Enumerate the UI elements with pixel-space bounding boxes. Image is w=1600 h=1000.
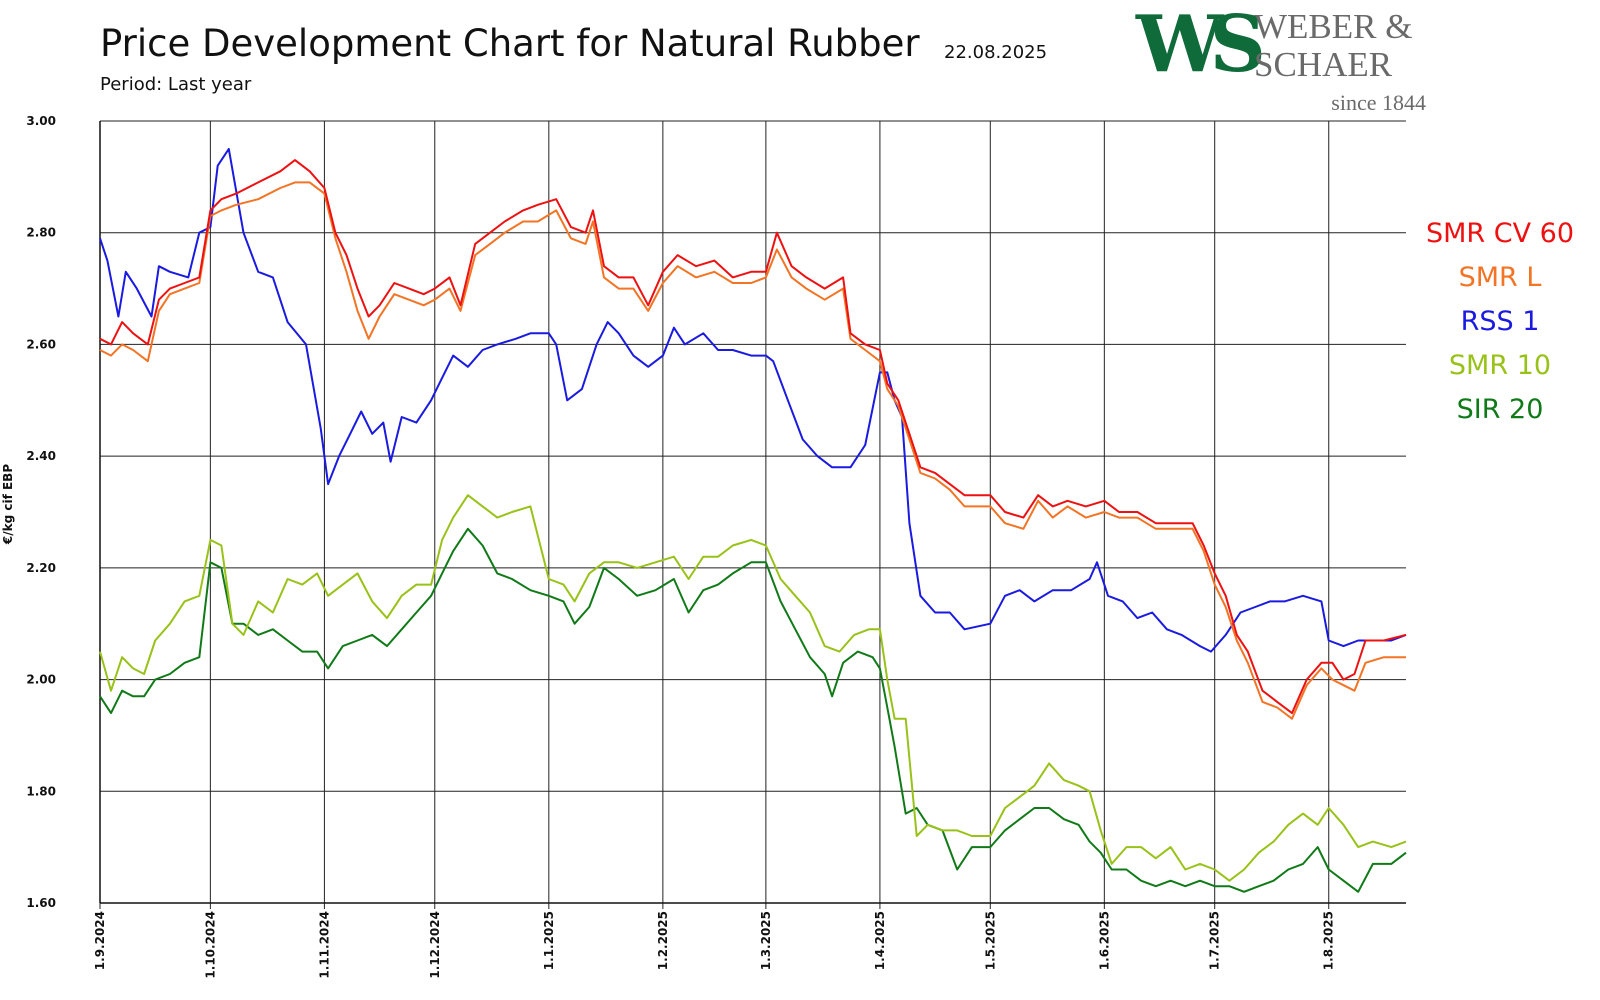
- y-tick-label: 1.60: [26, 896, 56, 910]
- chart-date: 22.08.2025: [944, 42, 1048, 63]
- chart-grid: [99, 120, 1406, 909]
- chart-period: Period: Last year: [100, 74, 252, 95]
- y-tick-label: 2.00: [26, 673, 56, 687]
- x-tick-label: 1.12.2024: [428, 911, 442, 979]
- legend-item-sir-20: SIR 20: [1456, 394, 1544, 425]
- series-line-smr-cv-60: [99, 159, 1407, 715]
- y-tick-label: 3.00: [26, 114, 56, 128]
- series-lines: [99, 147, 1407, 893]
- x-tick-label: 1.9.2024: [93, 911, 107, 970]
- legend-item-smr-cv-60: SMR CV 60: [1425, 218, 1575, 249]
- x-axis-tick-labels: 1.9.2024 1.10.2024 1.11.2024 1.12.2024 1.1.2…: [93, 911, 1336, 979]
- x-tick-label: 1.5.2025: [983, 911, 997, 970]
- logo-since: since 1844: [1331, 90, 1426, 115]
- y-tick-label: 2.60: [26, 337, 56, 351]
- logo-name: WEBER & SCHAER: [1254, 7, 1413, 84]
- x-tick-label: 1.3.2025: [759, 911, 773, 970]
- series-line-sir-20: [99, 527, 1407, 893]
- legend-item-rss-1: RSS 1: [1460, 306, 1540, 337]
- series-line-smr-10: [99, 494, 1407, 882]
- x-tick-label: 1.7.2025: [1208, 911, 1222, 970]
- x-tick-label: 1.11.2024: [317, 911, 331, 979]
- x-tick-label: 1.4.2025: [873, 911, 887, 970]
- series-line-rss-1: [99, 147, 1407, 653]
- y-tick-label: 2.40: [26, 449, 56, 463]
- y-axis-tick-labels: 1.60 1.80 2.00 2.20 2.40 2.60 2.80 3.00: [26, 114, 56, 910]
- x-tick-label: 1.8.2025: [1322, 911, 1336, 970]
- x-tick-label: 1.10.2024: [203, 911, 217, 979]
- y-tick-label: 2.80: [26, 226, 56, 240]
- x-tick-label: 1.2.2025: [656, 911, 670, 970]
- legend-item-smr-10: SMR 10: [1448, 350, 1552, 381]
- y-tick-label: 1.80: [26, 784, 56, 798]
- legend-item-smr-l: SMR L: [1458, 262, 1542, 293]
- x-tick-label: 1.1.2025: [542, 911, 556, 970]
- logo-mark: WS: [1136, 0, 1266, 90]
- series-line-smr-l: [99, 181, 1406, 720]
- company-logo: WS WEBER & SCHAER since 1844: [1136, 6, 1426, 116]
- y-tick-label: 2.20: [26, 561, 56, 575]
- chart-title: Price Development Chart for Natural Rubb…: [100, 22, 920, 65]
- x-tick-label: 1.6.2025: [1097, 911, 1111, 970]
- y-axis-label: €/kg cif EBP: [1, 464, 15, 545]
